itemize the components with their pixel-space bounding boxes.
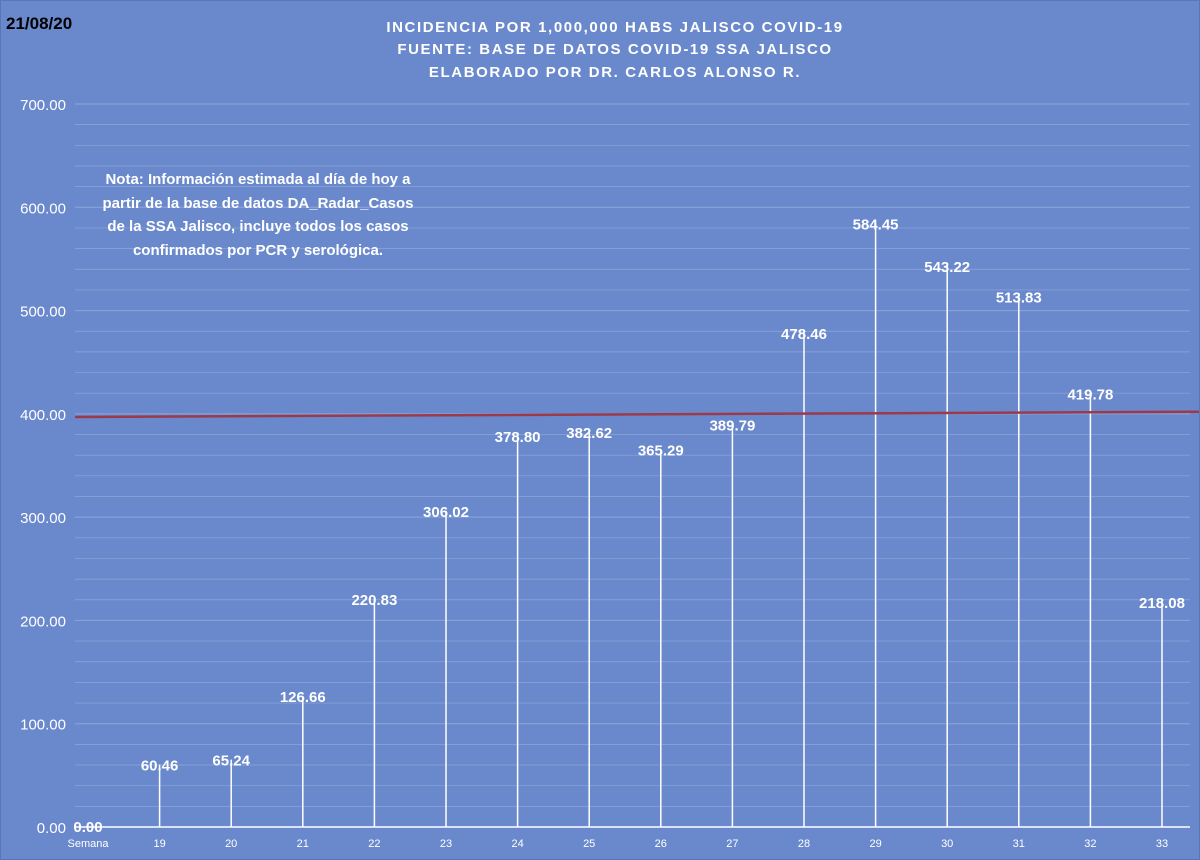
data-label: 65.24 xyxy=(212,753,250,770)
bar xyxy=(660,449,662,827)
data-label: 306.02 xyxy=(423,504,469,521)
data-label: 0.00 xyxy=(73,819,102,836)
x-tick-label: Semana xyxy=(68,838,110,850)
bar xyxy=(1018,296,1020,828)
y-tick-label: 500.00 xyxy=(20,304,66,321)
data-label: 389.79 xyxy=(709,417,755,434)
bar xyxy=(1089,393,1092,827)
y-tick-label: 400.00 xyxy=(20,407,66,424)
data-label: 60.46 xyxy=(141,758,179,775)
y-tick-label: 200.00 xyxy=(20,613,66,630)
x-tick-label: 30 xyxy=(941,838,953,850)
bar xyxy=(230,759,232,827)
x-tick-label: 33 xyxy=(1156,838,1168,850)
x-tick-label: 20 xyxy=(225,838,237,850)
data-label: 126.66 xyxy=(280,689,326,706)
note-text: Nota: Información estimada al día de hoy… xyxy=(102,171,414,259)
x-tick-label: 24 xyxy=(511,838,523,850)
bar xyxy=(803,332,805,827)
y-tick-label: 0.00 xyxy=(37,820,66,837)
data-label: 543.22 xyxy=(924,259,970,276)
axis-labels: 0.00100.00200.00300.00400.00500.00600.00… xyxy=(20,97,1168,850)
bar xyxy=(1161,601,1163,827)
x-tick-label: 23 xyxy=(440,838,452,850)
chart-title-line-3: ELABORADO POR DR. CARLOS ALONSO R. xyxy=(428,64,802,81)
data-label: 218.08 xyxy=(1139,595,1185,612)
bars xyxy=(75,223,1190,828)
bar xyxy=(731,424,734,827)
reference-line-layer xyxy=(74,410,1200,419)
x-tick-label: 27 xyxy=(726,838,738,850)
bar xyxy=(158,764,161,827)
data-label: 584.45 xyxy=(853,216,899,233)
x-tick-label: 25 xyxy=(583,838,595,850)
y-tick-label: 600.00 xyxy=(20,200,66,217)
data-labels: 0.00 60.46 65.24 126.66 220.83 306.02 378.80 38… xyxy=(73,216,1185,836)
data-label: 513.83 xyxy=(996,289,1042,306)
chart-title-line-2: FUENTE: BASE DE DATOS COVID-19 SSA JALIS… xyxy=(397,41,833,58)
bar xyxy=(946,265,948,827)
x-tick-label: 21 xyxy=(297,838,309,850)
x-tick-label: 31 xyxy=(1013,838,1025,850)
x-tick-label: 26 xyxy=(655,838,667,850)
gridlines xyxy=(75,103,1190,828)
x-tick-label: 22 xyxy=(368,838,380,850)
data-label: 365.29 xyxy=(638,443,684,460)
x-tick-label: 32 xyxy=(1084,838,1096,850)
reference-line xyxy=(74,410,1200,419)
y-tick-label: 300.00 xyxy=(20,510,66,527)
date-stamp: 21/08/20 xyxy=(6,14,73,33)
bar xyxy=(516,435,519,827)
y-tick-label: 100.00 xyxy=(20,717,66,734)
bar xyxy=(373,598,376,827)
data-label: 378.80 xyxy=(495,429,541,446)
bar xyxy=(445,510,447,827)
x-tick-label: 19 xyxy=(153,838,165,850)
data-label: 478.46 xyxy=(781,326,827,343)
bar xyxy=(302,696,304,827)
y-tick-label: 700.00 xyxy=(20,97,66,114)
chart-title-line-1: INCIDENCIA POR 1,000,000 HABS JALISCO CO… xyxy=(386,19,844,36)
bar xyxy=(874,223,877,827)
x-tick-label: 29 xyxy=(869,838,881,850)
data-label: 220.83 xyxy=(351,592,397,609)
bar xyxy=(588,431,590,827)
data-label: 419.78 xyxy=(1067,386,1113,403)
x-tick-label: 28 xyxy=(798,838,810,850)
data-label: 382.62 xyxy=(566,425,612,442)
